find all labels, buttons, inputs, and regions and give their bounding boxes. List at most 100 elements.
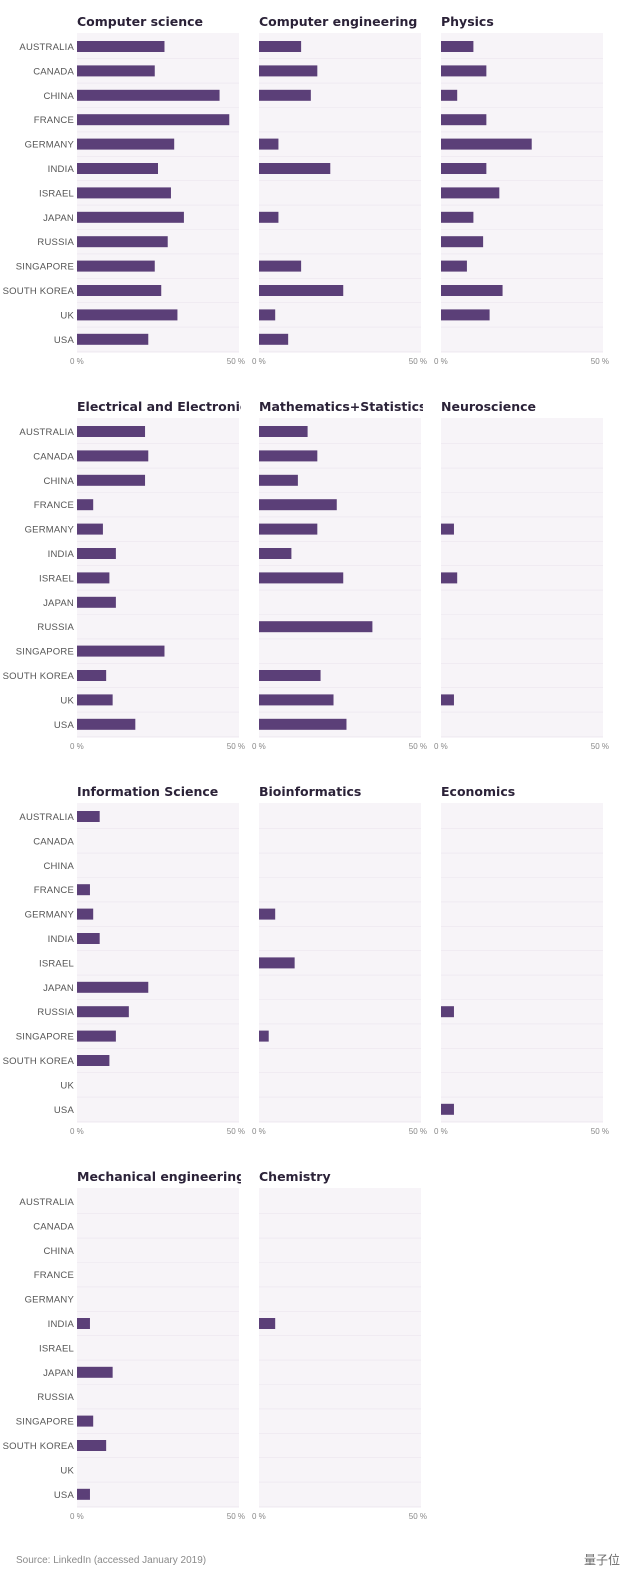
bar-usa [77, 1488, 90, 1500]
category-label: INDIA [48, 549, 75, 560]
bar-usa [259, 333, 289, 345]
category-label: AUSTRALIA [19, 812, 74, 823]
bar-france [77, 884, 90, 896]
panel-background [259, 33, 421, 353]
bar-uk [259, 694, 334, 706]
panel-title: Computer engineering [259, 14, 417, 29]
category-label: CANADA [33, 836, 74, 847]
panel-6: Information Science AUSTRALIA CANADA CHINA F… [3, 784, 245, 1136]
category-label: SOUTH KOREA [3, 1441, 75, 1452]
category-label: JAPAN [43, 213, 74, 224]
bar-germany [441, 523, 454, 535]
bar-south-korea [77, 1055, 110, 1066]
bar-south-korea [77, 1440, 107, 1451]
bar-usa [441, 1103, 454, 1115]
category-label: SINGAPORE [16, 262, 74, 273]
panel-10: Chemistry 0 % 50 % [252, 1169, 427, 1521]
bar-japan [77, 981, 149, 993]
bar-canada [259, 65, 318, 77]
category-label: INDIA [48, 164, 75, 175]
category-label: FRANCE [34, 885, 74, 896]
bar-china [77, 89, 220, 101]
panel-0: Computer science AUSTRALIA CANADA CHINA FRAN… [3, 14, 245, 366]
tick-label-min: 0 % [252, 1127, 266, 1136]
tick-label-min: 0 % [434, 742, 448, 751]
category-label: FRANCE [34, 1270, 74, 1281]
panel-background [441, 418, 603, 738]
bar-south-korea [441, 285, 503, 296]
category-label: FRANCE [34, 500, 74, 511]
tick-label-min: 0 % [252, 742, 266, 751]
category-label: JAPAN [43, 1368, 74, 1379]
tick-label-min: 0 % [434, 357, 448, 366]
bar-russia [441, 1006, 454, 1018]
bar-south-korea [259, 670, 321, 681]
category-label: INDIA [48, 934, 75, 945]
panel-title: Mathematics+Statistics [259, 399, 427, 414]
bar-india [259, 1318, 276, 1329]
panel-title: Physics [441, 14, 494, 29]
bar-australia [259, 41, 302, 52]
bar-singapore [259, 260, 302, 272]
bar-south-korea [259, 285, 344, 296]
category-label: CANADA [33, 66, 74, 77]
bar-germany [259, 908, 276, 920]
tick-label-max: 50 % [591, 357, 609, 366]
category-label: UK [60, 1080, 74, 1091]
tick-label-max: 50 % [591, 742, 609, 751]
bar-france [77, 114, 230, 126]
category-label: SINGAPORE [16, 647, 74, 658]
tick-label-max: 50 % [227, 357, 245, 366]
tick-label-min: 0 % [434, 1127, 448, 1136]
category-label: JAPAN [43, 983, 74, 994]
category-label: RUSSIA [37, 1392, 74, 1403]
category-label: GERMANY [25, 525, 75, 536]
panel-title: Mechanical engineering [77, 1169, 245, 1184]
bar-india [77, 548, 116, 559]
bar-russia [77, 236, 168, 248]
category-label: UK [60, 310, 74, 321]
bar-south-korea [77, 670, 107, 681]
tick-label-max: 50 % [409, 357, 427, 366]
panel-title: Computer science [77, 14, 203, 29]
watermark-logo: 量子位 [583, 1553, 620, 1567]
bar-singapore [77, 260, 155, 272]
panel-background [259, 1188, 421, 1508]
category-label: GERMANY [25, 910, 75, 921]
category-label: CANADA [33, 451, 74, 462]
bar-israel [441, 572, 458, 584]
category-label: RUSSIA [37, 237, 74, 248]
tick-label-max: 50 % [591, 1127, 609, 1136]
category-label: USA [54, 1490, 75, 1501]
bar-india [77, 933, 100, 944]
bar-india [259, 548, 292, 559]
panel-title: Neuroscience [441, 399, 536, 414]
panel-5: Neuroscience 0 % 50 % [434, 399, 609, 751]
category-label: CHINA [43, 1246, 74, 1257]
panel-9: Mechanical engineering AUSTRALIA CANADA CHI… [3, 1169, 245, 1521]
bar-singapore [259, 1030, 269, 1042]
panel-title: Electrical and Electronics Engi [77, 399, 290, 414]
panel-1: Computer engineering 0 % 50 % [252, 14, 427, 366]
bar-uk [77, 309, 178, 321]
category-label: GERMANY [25, 140, 75, 151]
tick-label-min: 0 % [252, 357, 266, 366]
category-label: GERMANY [25, 1295, 75, 1306]
tick-label-min: 0 % [252, 1512, 266, 1521]
category-label: FRANCE [34, 115, 74, 126]
bar-germany [441, 138, 532, 150]
bar-china [441, 89, 458, 101]
tick-label-max: 50 % [409, 1127, 427, 1136]
category-label: SOUTH KOREA [3, 1056, 75, 1067]
tick-label-max: 50 % [409, 742, 427, 751]
bar-japan [77, 1366, 113, 1378]
category-label: AUSTRALIA [19, 42, 74, 53]
panel-background [77, 803, 239, 1123]
bar-usa [259, 718, 347, 730]
category-label: CHINA [43, 861, 74, 872]
bar-germany [77, 138, 175, 150]
bar-china [259, 89, 311, 101]
category-label: UK [60, 695, 74, 706]
bar-russia [77, 1006, 129, 1018]
